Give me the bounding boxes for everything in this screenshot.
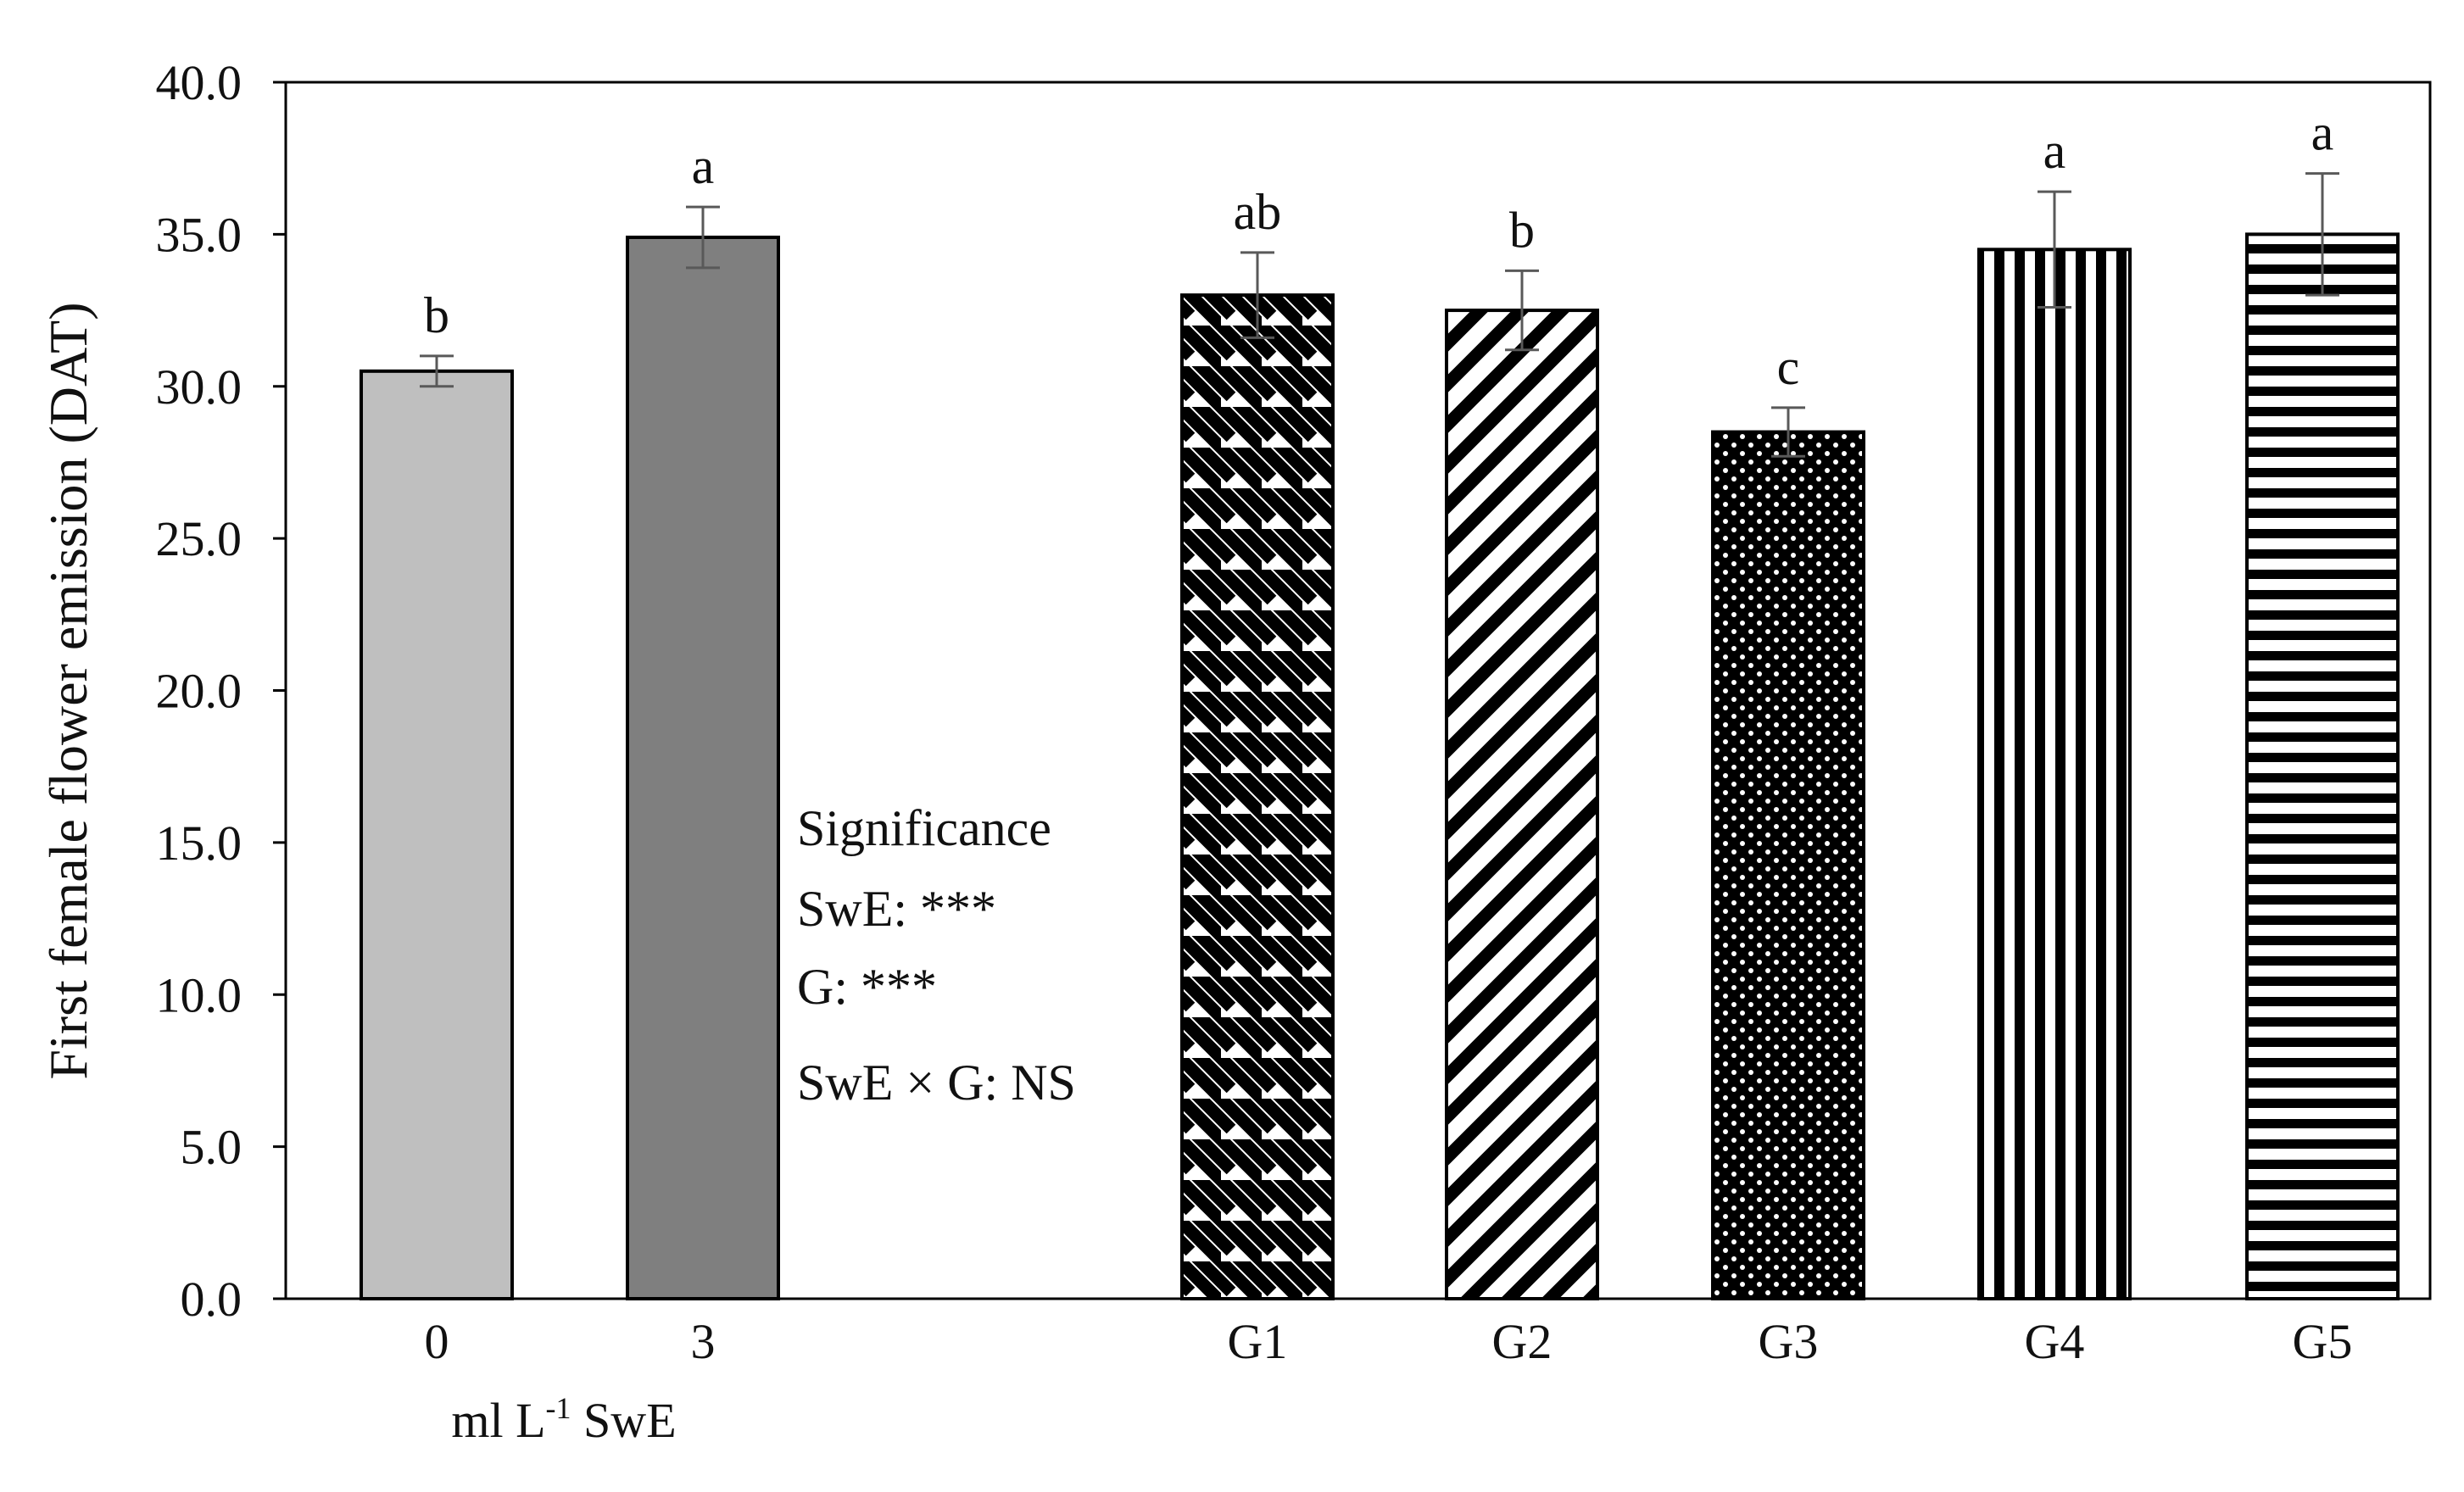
bar [360, 369, 514, 1300]
group-label-prefix: ml L [451, 1393, 545, 1448]
bar [2245, 232, 2400, 1300]
y-axis-title: First female flower emission (DAT) [38, 302, 98, 1079]
bar [1711, 430, 1865, 1300]
x-category-label: 3 [691, 1314, 716, 1369]
x-category-label: G5 [2293, 1314, 2353, 1369]
annotation-interaction: SwE × G: NS [797, 1055, 1076, 1111]
x-category-label: G1 [1228, 1314, 1288, 1369]
bar [1977, 248, 2132, 1300]
group-label-suffix: SwE [571, 1393, 677, 1448]
group-label-superscript: -1 [546, 1391, 571, 1425]
y-tick-label: 20.0 [156, 664, 242, 719]
y-tick-label: 35.0 [156, 207, 242, 262]
bars [360, 232, 2400, 1300]
significance-letter: a [2043, 123, 2066, 179]
x-category-label: 0 [425, 1314, 449, 1369]
bar [626, 235, 780, 1300]
significance-letter: ab [1234, 184, 1282, 240]
x-category-label: G3 [1759, 1314, 1819, 1369]
group-label: ml L-1 SwE [451, 1391, 676, 1448]
x-category-label: G4 [2025, 1314, 2085, 1369]
x-category-label: G2 [1492, 1314, 1553, 1369]
bar [1180, 293, 1335, 1300]
error-bars [420, 172, 2339, 458]
significance-letter: a [2311, 105, 2334, 161]
bar [1445, 309, 1599, 1300]
x-axis: 0 3 G1 G2 G3 G4 G5 [425, 1314, 2353, 1369]
annotation-g: G: *** [797, 959, 937, 1015]
y-tick-label: 40.0 [156, 55, 242, 110]
significance-letter: c [1777, 339, 1800, 395]
annotation-swe: SwE: *** [797, 881, 996, 937]
significance-letter: b [424, 287, 449, 343]
y-tick-label: 25.0 [156, 511, 242, 566]
annotation-title: Significance [797, 800, 1051, 856]
significance-letter: a [692, 138, 715, 194]
y-tick-label: 30.0 [156, 359, 242, 415]
y-tick-label: 10.0 [156, 967, 242, 1022]
y-axis: 0.0 5.0 10.0 15.0 20.0 25.0 30.0 35.0 40.0 [156, 55, 286, 1327]
significance-annotation: Significance SwE: *** G: *** SwE × G: NS [797, 800, 1076, 1111]
significance-letters: b a ab b c a a [424, 105, 2333, 395]
y-tick-label: 0.0 [181, 1272, 242, 1327]
y-tick-label: 5.0 [181, 1120, 242, 1175]
significance-letter: b [1509, 202, 1535, 258]
y-tick-label: 15.0 [156, 816, 242, 871]
